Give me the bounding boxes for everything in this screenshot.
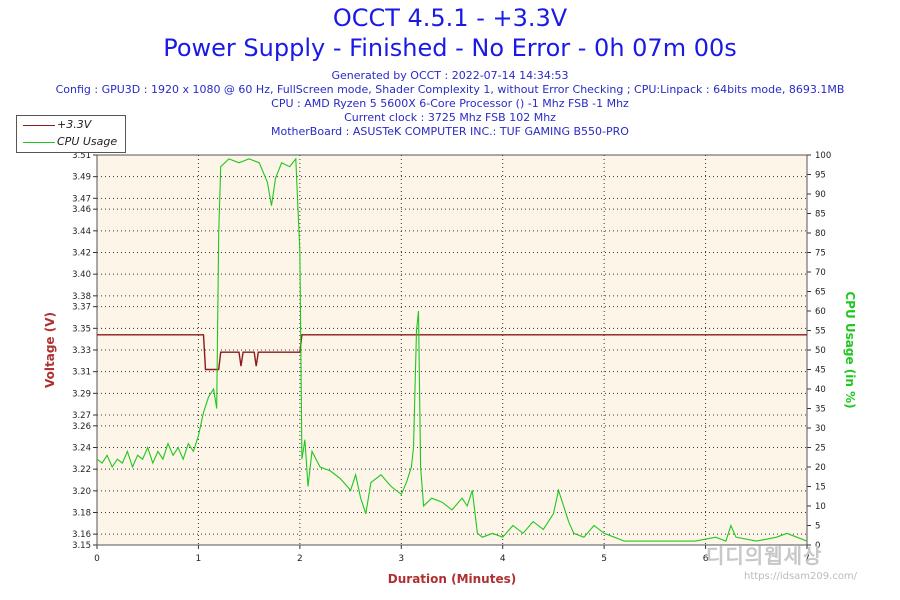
x-tick-label: 3 (398, 554, 404, 564)
y2-tick-label: 75 (815, 249, 826, 259)
y2-tick-label: 40 (815, 385, 826, 395)
y2-tick-label: 55 (815, 327, 826, 337)
y-tick-label: 3.46 (72, 205, 91, 215)
y-tick-label: 3.15 (72, 541, 91, 551)
x-tick-label: 2 (297, 554, 303, 564)
legend-label-voltage: +3.3V (57, 118, 92, 131)
legend-item-voltage: +3.3V (17, 117, 125, 133)
y2-tick-label: 60 (815, 307, 826, 317)
x-tick-label: 7 (804, 554, 810, 564)
y-tick-label: 3.44 (72, 227, 91, 237)
x-tick-label: 1 (196, 554, 202, 564)
y2-tick-label: 90 (815, 190, 826, 200)
legend-swatch-voltage (23, 125, 55, 126)
y-tick-label: 3.22 (72, 465, 91, 475)
y-tick-label: 3.16 (72, 530, 91, 540)
info-generated: Generated by OCCT : 2022-07-14 14:34:53 (331, 69, 569, 82)
info-cpu: CPU : AMD Ryzen 5 5600X 6-Core Processor… (271, 97, 629, 110)
y2-tick-label: 65 (815, 288, 826, 298)
x-tick-label: 0 (94, 554, 100, 564)
y2-tick-label: 85 (815, 210, 826, 220)
y-tick-label: 3.20 (72, 487, 91, 497)
y-tick-label: 3.47 (72, 194, 91, 204)
legend-item-cpu: CPU Usage (17, 134, 125, 150)
y2-tick-label: 30 (815, 424, 826, 434)
y2-tick-label: 10 (815, 502, 826, 512)
y-axis-label: Voltage (V) (43, 312, 57, 388)
y-tick-label: 3.38 (72, 292, 91, 302)
y-tick-label: 3.27 (72, 411, 91, 421)
legend-label-cpu: CPU Usage (57, 135, 118, 148)
series-line-cpu-usage (96, 157, 808, 542)
plot-area (97, 155, 807, 545)
x-tick-label: 6 (703, 554, 709, 564)
y-tick-label: 3.42 (72, 249, 91, 259)
y2-tick-label: 45 (815, 366, 826, 376)
chart-title: OCCT 4.5.1 - +3.3V (332, 4, 568, 32)
y2-tick-label: 0 (815, 541, 820, 551)
x-tick-label: 5 (601, 554, 607, 564)
y-tick-label: 3.40 (72, 270, 91, 280)
y-tick-label: 3.33 (72, 346, 91, 356)
watermark-url: https://idsam209.com/ (744, 571, 858, 582)
y-tick-label: 3.37 (72, 303, 91, 313)
y-tick-label: 3.26 (72, 422, 91, 432)
x-axis-label: Duration (Minutes) (388, 572, 516, 586)
y-tick-label: 3.49 (72, 173, 91, 183)
y2-tick-label: 20 (815, 463, 826, 473)
y2-tick-label: 70 (815, 268, 826, 278)
y2-tick-label: 25 (815, 444, 826, 454)
y-tick-label: 3.24 (72, 444, 91, 454)
y2-tick-label: 50 (815, 346, 826, 356)
y2-tick-label: 80 (815, 229, 826, 239)
plot-frame (96, 154, 808, 546)
legend-swatch-cpu (23, 142, 55, 143)
y-tick-label: 3.35 (72, 324, 91, 334)
y-tick-label: 3.51 (72, 151, 91, 161)
chart-subtitle: Power Supply - Finished - No Error - 0h … (163, 34, 737, 62)
info-config: Config : GPU3D : 1920 x 1080 @ 60 Hz, Fu… (55, 83, 845, 96)
watermark-logo: 디디의웹세상 https://idsam209.com/ (706, 538, 886, 588)
y-tick-label: 3.31 (72, 368, 91, 378)
y-tick-label: 3.18 (72, 509, 91, 519)
y2-axis-label: CPU Usage (in %) (843, 291, 857, 408)
chart-legend: +3.3V CPU Usage (16, 115, 126, 153)
info-motherboard: MotherBoard : ASUSTeK COMPUTER INC.: TUF… (271, 125, 629, 138)
watermark-text: 디디의웹세상 (706, 544, 823, 568)
y2-tick-label: 100 (815, 151, 831, 161)
y2-tick-label: 15 (815, 483, 826, 493)
series-line-voltage (97, 334, 807, 371)
y2-tick-label: 5 (815, 522, 820, 532)
x-tick-label: 4 (500, 554, 506, 564)
info-clock: Current clock : 3725 Mhz FSB 102 Mhz (344, 111, 556, 124)
y2-tick-label: 35 (815, 405, 826, 415)
y-tick-label: 3.29 (72, 389, 91, 399)
y2-tick-label: 95 (815, 171, 826, 181)
